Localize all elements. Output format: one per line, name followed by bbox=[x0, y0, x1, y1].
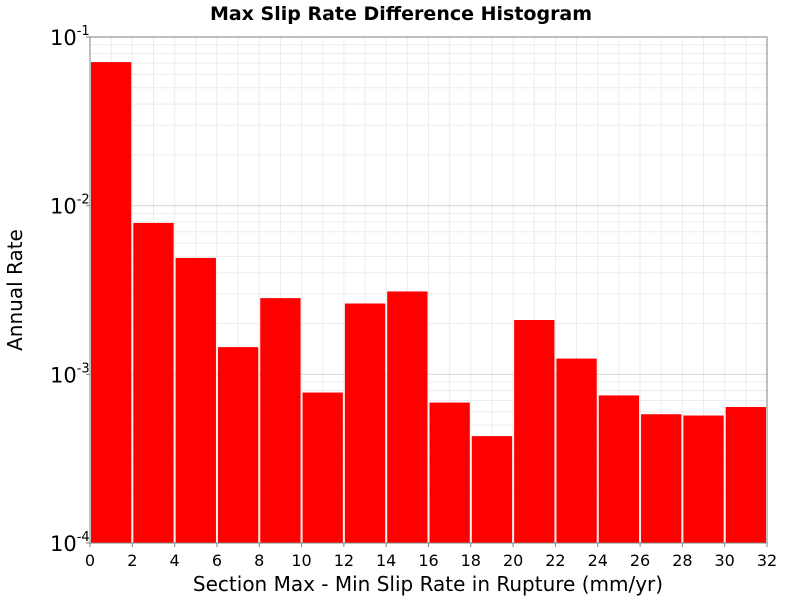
histogram-bar bbox=[133, 222, 174, 543]
histogram-bar bbox=[260, 298, 301, 543]
x-tick-label: 22 bbox=[545, 551, 565, 570]
histogram-bar bbox=[344, 303, 386, 543]
histogram-bar bbox=[471, 436, 513, 543]
x-tick-label: 12 bbox=[334, 551, 354, 570]
y-axis-ticks: 10-4 10-3 10-2 10-1 bbox=[50, 24, 90, 556]
histogram-bar bbox=[683, 415, 724, 543]
histogram-bar bbox=[175, 257, 216, 543]
y-tick-label: 10-1 bbox=[50, 24, 90, 50]
x-axis-label: Section Max - Min Slip Rate in Rupture (… bbox=[193, 572, 663, 596]
histogram-bar bbox=[598, 395, 640, 543]
x-tick-label: 8 bbox=[254, 551, 264, 570]
x-tick-label: 18 bbox=[461, 551, 481, 570]
histogram-bar bbox=[429, 402, 470, 543]
x-axis-ticks: 0 2 4 6 8 10 12 14 16 18 20 22 24 26 28 30 32 bbox=[85, 543, 777, 570]
y-axis-label: Annual Rate bbox=[3, 229, 27, 351]
x-tick-label: 14 bbox=[376, 551, 396, 570]
x-tick-label: 0 bbox=[85, 551, 95, 570]
x-tick-label: 2 bbox=[127, 551, 137, 570]
x-tick-label: 6 bbox=[212, 551, 222, 570]
histogram-bar bbox=[514, 319, 555, 543]
x-tick-label: 16 bbox=[418, 551, 438, 570]
histogram-bar bbox=[725, 407, 766, 543]
histogram-bar bbox=[556, 358, 597, 543]
histogram-bar bbox=[91, 62, 132, 543]
x-tick-label: 32 bbox=[757, 551, 777, 570]
x-tick-label: 10 bbox=[291, 551, 311, 570]
y-tick-label: 10-3 bbox=[50, 361, 90, 387]
histogram-bar bbox=[302, 392, 343, 543]
histogram-bar bbox=[217, 347, 259, 543]
x-tick-label: 20 bbox=[503, 551, 523, 570]
histogram-bar bbox=[387, 291, 428, 543]
bars bbox=[91, 62, 766, 543]
y-tick-label: 10-4 bbox=[50, 530, 90, 556]
x-tick-label: 4 bbox=[170, 551, 180, 570]
histogram-bar bbox=[641, 414, 682, 543]
x-tick-label: 26 bbox=[630, 551, 650, 570]
x-tick-label: 30 bbox=[715, 551, 735, 570]
x-tick-label: 24 bbox=[588, 551, 608, 570]
x-tick-label: 28 bbox=[672, 551, 692, 570]
y-tick-label: 10-2 bbox=[50, 193, 90, 219]
chart-title: Max Slip Rate Difference Histogram bbox=[210, 3, 592, 25]
